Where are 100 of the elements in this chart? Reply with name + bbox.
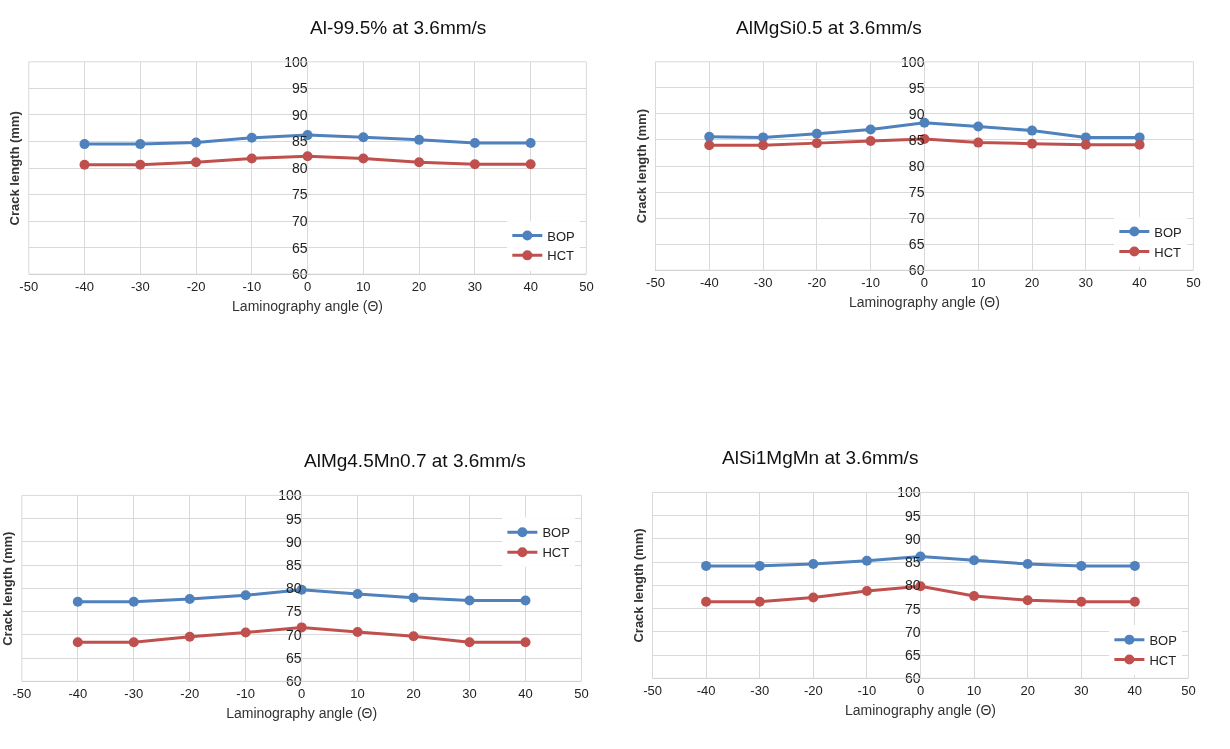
point [701,596,712,607]
legend-label: BOP [1154,224,1182,240]
point [1129,560,1140,571]
point [973,137,984,148]
point [525,138,536,149]
point [969,555,980,566]
point [72,596,83,607]
legend-label: BOP [542,525,570,541]
point [701,560,712,571]
y-tick-label: 70 [908,210,925,227]
y-tick-label: 65 [904,647,921,664]
y-tick-label: 90 [291,106,308,123]
point [865,124,876,135]
point [861,585,872,596]
point [520,595,531,606]
chart-title: AlMg4.5Mn0.7 at 3.6mm/s [304,450,526,471]
point [808,559,819,570]
point [128,637,139,648]
point [1080,139,1091,150]
x-tick-label: 10 [971,274,986,290]
y-tick-label: 90 [286,533,302,550]
point [861,555,872,566]
point [79,159,90,170]
x-tick-label: 30 [467,278,483,294]
x-tick-label: 10 [350,685,365,701]
point [464,595,475,606]
point [79,139,90,150]
y-tick-label: 65 [286,649,302,666]
x-tick-label: -50 [12,685,32,701]
x-tick-label: 50 [1186,274,1201,290]
y-axis-title: Crack length (mm) [630,528,646,643]
x-tick-label: -50 [643,682,662,698]
y-tick-label: 75 [908,184,925,201]
point [191,137,202,148]
point [240,590,251,601]
point [1076,596,1087,607]
point [191,157,202,168]
point [704,140,715,151]
x-tick-label: -20 [803,682,823,698]
y-tick-label: 95 [291,80,308,97]
y-tick-label: 80 [291,159,308,176]
point [969,591,980,602]
point [754,560,765,571]
x-tick-label: 50 [1181,682,1196,698]
point [352,588,363,599]
y-tick-label: 80 [286,580,302,597]
y-tick-label: 75 [286,603,302,620]
y-tick-label: 100 [278,487,302,504]
x-tick-label: -20 [807,274,827,290]
x-tick-label: 40 [1132,274,1147,290]
y-tick-label: 85 [291,133,308,150]
point [240,627,251,638]
point [246,132,257,143]
point [358,153,369,164]
point [704,131,715,142]
x-tick-label: -10 [861,274,881,290]
point [919,117,930,128]
y-tick-label: 70 [904,623,921,640]
point [414,134,425,145]
x-tick-label: -20 [180,685,200,701]
legend-label: BOP [547,228,575,244]
x-tick-label: 20 [1024,274,1040,290]
y-tick-label: 90 [908,105,925,122]
legend-label: HCT [547,248,575,264]
y-axis-title: Crack length (mm) [634,109,650,224]
point [408,592,419,603]
y-tick-label: 65 [291,239,308,256]
x-axis-title: Laminography angle (Θ) [232,298,384,315]
x-tick-label: -20 [186,278,206,294]
point [184,631,195,642]
point [758,140,769,151]
point [1076,560,1087,571]
y-axis-title: Crack length (mm) [0,531,16,646]
x-tick-label: 30 [1074,682,1089,698]
x-tick-label: -30 [753,274,773,290]
x-tick-label: -40 [696,682,716,698]
point [1129,596,1140,607]
x-tick-label: 20 [406,685,421,701]
point [469,138,480,149]
point [408,631,419,642]
chart-title: Al-99.5% at 3.6mm/s [310,17,487,38]
x-tick-label: -40 [699,274,719,290]
x-axis-title: Laminography angle (Θ) [226,705,378,722]
x-axis-title: Laminography angle (Θ) [848,294,1000,311]
point [808,592,819,603]
chart-title: AlSi1MgMn at 3.6mm/s [722,447,919,468]
point [352,627,363,638]
point [464,637,475,648]
point [1027,138,1038,149]
point [184,594,195,605]
point [135,159,146,170]
point [1134,139,1145,150]
point [865,136,876,147]
y-axis-title: Crack length (mm) [7,111,23,226]
point [811,138,822,149]
point [469,159,480,170]
point [1027,125,1038,136]
x-tick-label: 20 [1020,682,1035,698]
x-tick-label: -30 [124,685,144,701]
x-tick-label: -30 [130,278,150,294]
